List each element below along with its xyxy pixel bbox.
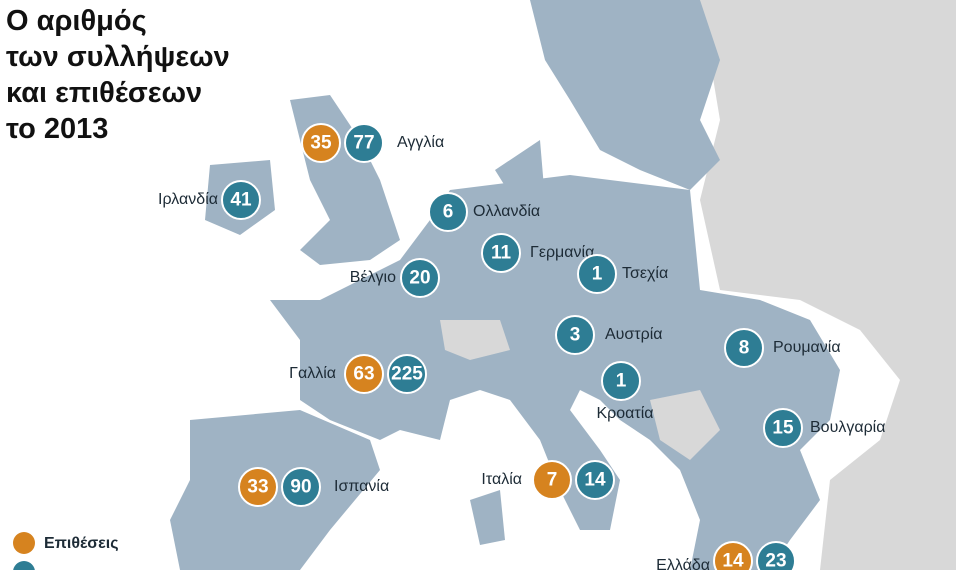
arrests-marker [387, 354, 427, 394]
country-label: Ελλάδα [656, 557, 710, 570]
attacks-marker [301, 123, 341, 163]
arrests-value: 1 [592, 264, 603, 285]
country-label: Ισπανία [334, 478, 389, 495]
country-label: Γερμανία [530, 244, 594, 261]
attacks-value: 7 [547, 470, 558, 491]
arrests-value: 3 [570, 325, 581, 346]
arrests-marker [281, 467, 321, 507]
arrests-marker [221, 180, 261, 220]
arrests-value: 90 [290, 477, 311, 498]
country-label: Τσεχία [622, 265, 668, 282]
arrests-marker [575, 460, 615, 500]
attacks-value: 33 [247, 477, 268, 498]
legend-swatch [13, 532, 35, 554]
arrests-marker [481, 233, 521, 273]
country-label: Ρουμανία [773, 339, 841, 356]
legend-label: Επιθέσεις [44, 535, 119, 552]
attacks-value: 14 [722, 551, 744, 570]
title-line: Ο αριθμός [6, 5, 147, 37]
country-label: Αγγλία [397, 134, 444, 151]
arrests-value: 8 [739, 338, 750, 359]
arrests-value: 41 [230, 190, 252, 211]
arrests-marker [344, 123, 384, 163]
title: Ο αριθμός των συλλήψεων και επιθέσεων το 20… [6, 5, 230, 145]
country-label: Ιταλία [481, 471, 522, 488]
arrests-marker [724, 328, 764, 368]
title-line: των συλλήψεων [6, 41, 230, 73]
arrests-marker [400, 258, 440, 298]
arrests-marker [428, 192, 468, 232]
arrests-marker [577, 254, 617, 294]
attacks-value: 35 [310, 133, 332, 154]
attacks-marker [238, 467, 278, 507]
arrests-marker [555, 315, 595, 355]
title-line: και επιθέσεων [6, 77, 202, 109]
arrests-value: 11 [491, 243, 512, 264]
title-line: το 2013 [6, 113, 108, 145]
country-label: Γαλλία [289, 365, 336, 382]
country-label: Ολλανδία [473, 203, 540, 220]
country-label: Βέλγιο [350, 269, 396, 286]
arrests-value: 14 [584, 470, 606, 491]
attacks-marker [713, 541, 753, 570]
arrests-value: 1 [616, 371, 627, 392]
country-label: Βουλγαρία [810, 419, 885, 436]
attacks-marker [344, 354, 384, 394]
attacks-value: 63 [353, 364, 374, 385]
arrests-marker [763, 408, 803, 448]
arrests-value: 23 [765, 551, 786, 570]
country-label: Κροατία [596, 405, 653, 422]
arrests-value: 6 [443, 202, 454, 223]
attacks-marker [532, 460, 572, 500]
legend-swatch [13, 561, 35, 570]
arrests-marker [601, 361, 641, 401]
arrests-value: 20 [409, 268, 430, 289]
arrests-value: 77 [353, 133, 374, 154]
arrests-marker [756, 541, 796, 570]
country-label: Αυστρία [605, 326, 663, 343]
arrests-value: 225 [391, 364, 423, 385]
country-label: Ιρλανδία [158, 191, 218, 208]
arrests-value: 15 [772, 418, 794, 439]
